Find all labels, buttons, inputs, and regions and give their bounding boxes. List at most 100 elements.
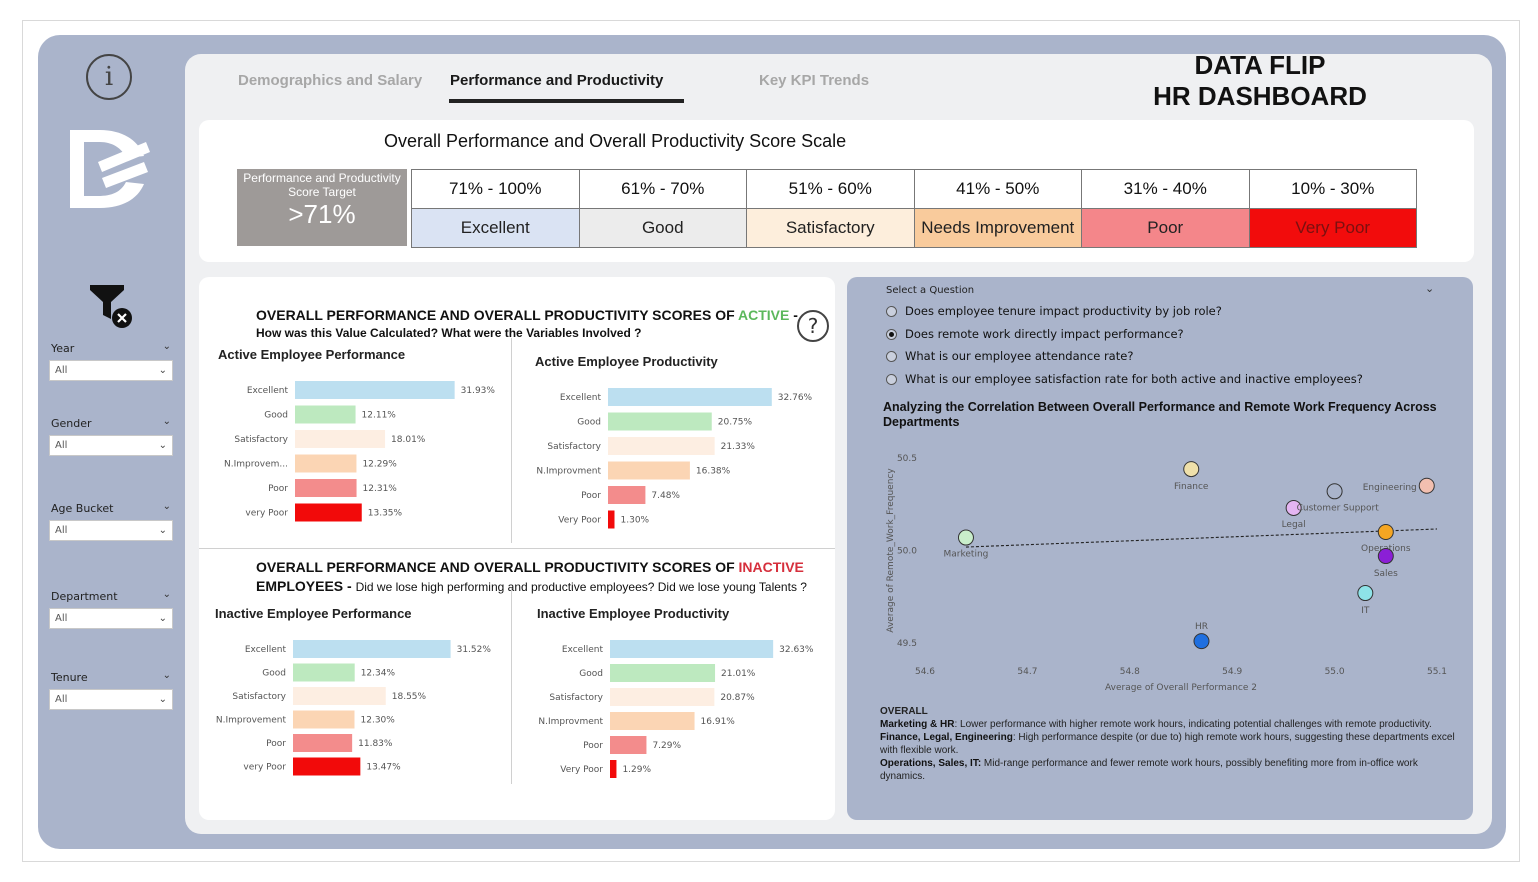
- active-tab-indicator: [449, 99, 684, 103]
- bar-satisfactory[interactable]: [608, 437, 715, 455]
- bar-n-improvem[interactable]: [295, 454, 357, 473]
- question-option[interactable]: Does employee tenure impact productivity…: [886, 304, 1222, 318]
- y-tick-label: 49.5: [897, 639, 917, 649]
- bar-poor[interactable]: [295, 479, 357, 497]
- chevron-down-icon: ⌄: [158, 694, 167, 705]
- bar-category-label: very Poor: [243, 763, 286, 773]
- point-sales[interactable]: [1377, 548, 1394, 565]
- bar-very-poor[interactable]: [295, 503, 362, 522]
- slicer-dropdown[interactable]: All ⌄: [49, 520, 173, 541]
- bar-good[interactable]: [610, 664, 716, 682]
- radio-button[interactable]: [886, 305, 897, 317]
- point-legal[interactable]: [1285, 499, 1302, 516]
- bar-value-label: 12.30%: [361, 716, 396, 726]
- slicer-value: All: [55, 440, 68, 451]
- trend-line: [965, 528, 1438, 548]
- bar-good[interactable]: [293, 663, 355, 682]
- bar-satisfactory[interactable]: [295, 430, 386, 448]
- active-performance-chart: Excellent 31.93% Good 12.11% Satisfactory 18.…: [224, 381, 495, 522]
- slicer-dropdown[interactable]: All ⌄: [49, 608, 173, 629]
- note-text: : Lower performance with higher remote w…: [954, 719, 1432, 730]
- bar-n-improvment[interactable]: [610, 712, 695, 730]
- chevron-down-icon[interactable]: ⌄: [162, 341, 171, 352]
- y-tick-label: 50.5: [897, 454, 917, 464]
- point-operations[interactable]: [1377, 524, 1394, 540]
- bar-value-label: 12.11%: [362, 411, 397, 421]
- point-customer-support[interactable]: [1326, 483, 1343, 500]
- bar-poor[interactable]: [610, 736, 647, 754]
- chevron-down-icon[interactable]: ⌄: [1425, 282, 1435, 295]
- point-finance[interactable]: [1183, 461, 1200, 478]
- radio-button[interactable]: [886, 350, 897, 362]
- help-icon[interactable]: ?: [797, 310, 829, 342]
- radio-button[interactable]: [886, 328, 897, 340]
- active-productivity-title: Active Employee Productivity: [535, 354, 718, 369]
- bar-n-improvment[interactable]: [608, 461, 690, 480]
- slicer-label[interactable]: Department ⌄: [51, 589, 173, 606]
- slicer-dropdown[interactable]: All ⌄: [49, 360, 173, 381]
- question-option[interactable]: What is our employee attendance rate?: [886, 349, 1133, 363]
- point-marketing[interactable]: [957, 529, 974, 546]
- slicer-label[interactable]: Year ⌄: [51, 341, 173, 358]
- score-target-value: >71%: [288, 199, 356, 229]
- bar-value-label: 21.01%: [721, 669, 756, 679]
- bar-excellent[interactable]: [295, 381, 455, 399]
- bar-value-label: 12.31%: [363, 484, 398, 494]
- bar-category-label: very Poor: [245, 509, 288, 519]
- slicer-label-text: Gender: [51, 417, 92, 430]
- bar-category-label: Excellent: [560, 393, 602, 403]
- slicer-gender: Gender ⌄ All ⌄: [49, 416, 173, 456]
- x-tick-label: 54.9: [1222, 667, 1242, 677]
- bar-very-poor[interactable]: [293, 757, 361, 776]
- question-option[interactable]: What is our employee satisfaction rate f…: [886, 372, 1363, 386]
- bar-category-label: Good: [577, 418, 601, 428]
- question-option-text: Does remote work directly impact perform…: [905, 327, 1184, 341]
- bar-excellent[interactable]: [610, 640, 774, 658]
- slicer-label-text: Tenure: [51, 671, 88, 684]
- active-productivity-chart: Excellent 32.76% Good 20.75% Satisfactory 21.…: [536, 388, 813, 529]
- slicer-dropdown[interactable]: All ⌄: [49, 435, 173, 456]
- chevron-down-icon[interactable]: ⌄: [162, 670, 171, 681]
- clear-filter-icon[interactable]: [88, 283, 134, 329]
- point-hr[interactable]: [1193, 633, 1210, 650]
- chevron-down-icon[interactable]: ⌄: [162, 589, 171, 600]
- bar-satisfactory[interactable]: [293, 687, 386, 705]
- slicer-label[interactable]: Age Bucket ⌄: [51, 501, 173, 518]
- chevron-down-icon: ⌄: [158, 440, 167, 451]
- slicer-label-text: Year: [51, 342, 75, 355]
- tab-performance-productivity[interactable]: Performance and Productivity: [450, 72, 664, 89]
- tab-key-kpi-trends[interactable]: Key KPI Trends: [759, 72, 870, 89]
- chevron-down-icon[interactable]: ⌄: [162, 501, 171, 512]
- scale-range: 61% - 70%: [579, 170, 746, 209]
- slicer-tenure: Tenure ⌄ All ⌄: [49, 670, 173, 710]
- chevron-down-icon[interactable]: ⌄: [162, 416, 171, 427]
- bar-category-label: Good: [264, 411, 288, 421]
- tab-demographics-salary[interactable]: Demographics and Salary: [238, 72, 423, 89]
- bar-good[interactable]: [295, 405, 356, 424]
- question-option[interactable]: Does remote work directly impact perform…: [886, 327, 1184, 341]
- bar-category-label: Satisfactory: [234, 435, 288, 445]
- bar-category-label: Poor: [268, 484, 288, 494]
- bar-poor[interactable]: [608, 486, 646, 504]
- bar-excellent[interactable]: [608, 388, 772, 406]
- point-engineering[interactable]: [1418, 477, 1435, 494]
- slicer-label[interactable]: Tenure ⌄: [51, 670, 173, 687]
- slicer-dropdown[interactable]: All ⌄: [49, 689, 173, 710]
- bar-very-poor[interactable]: [610, 760, 617, 778]
- bar-excellent[interactable]: [293, 640, 451, 658]
- slicer-label[interactable]: Gender ⌄: [51, 416, 173, 433]
- brand-line-1: DATA FLIP: [1194, 50, 1326, 80]
- bar-category-label: Excellent: [562, 645, 604, 655]
- bar-satisfactory[interactable]: [610, 688, 715, 706]
- bar-value-label: 16.91%: [701, 717, 736, 727]
- active-performance-title: Active Employee Performance: [218, 347, 406, 362]
- inactive-heading-text: OVERALL PERFORMANCE AND OVERALL PRODUCTI…: [256, 559, 739, 575]
- bar-good[interactable]: [608, 412, 712, 431]
- bar-n-improvement[interactable]: [293, 710, 355, 729]
- slicer-label-text: Department: [51, 590, 118, 603]
- bar-poor[interactable]: [293, 734, 353, 752]
- bar-very-poor[interactable]: [608, 510, 615, 529]
- radio-button[interactable]: [886, 373, 897, 385]
- point-it[interactable]: [1357, 585, 1374, 602]
- info-icon[interactable]: i: [86, 54, 132, 100]
